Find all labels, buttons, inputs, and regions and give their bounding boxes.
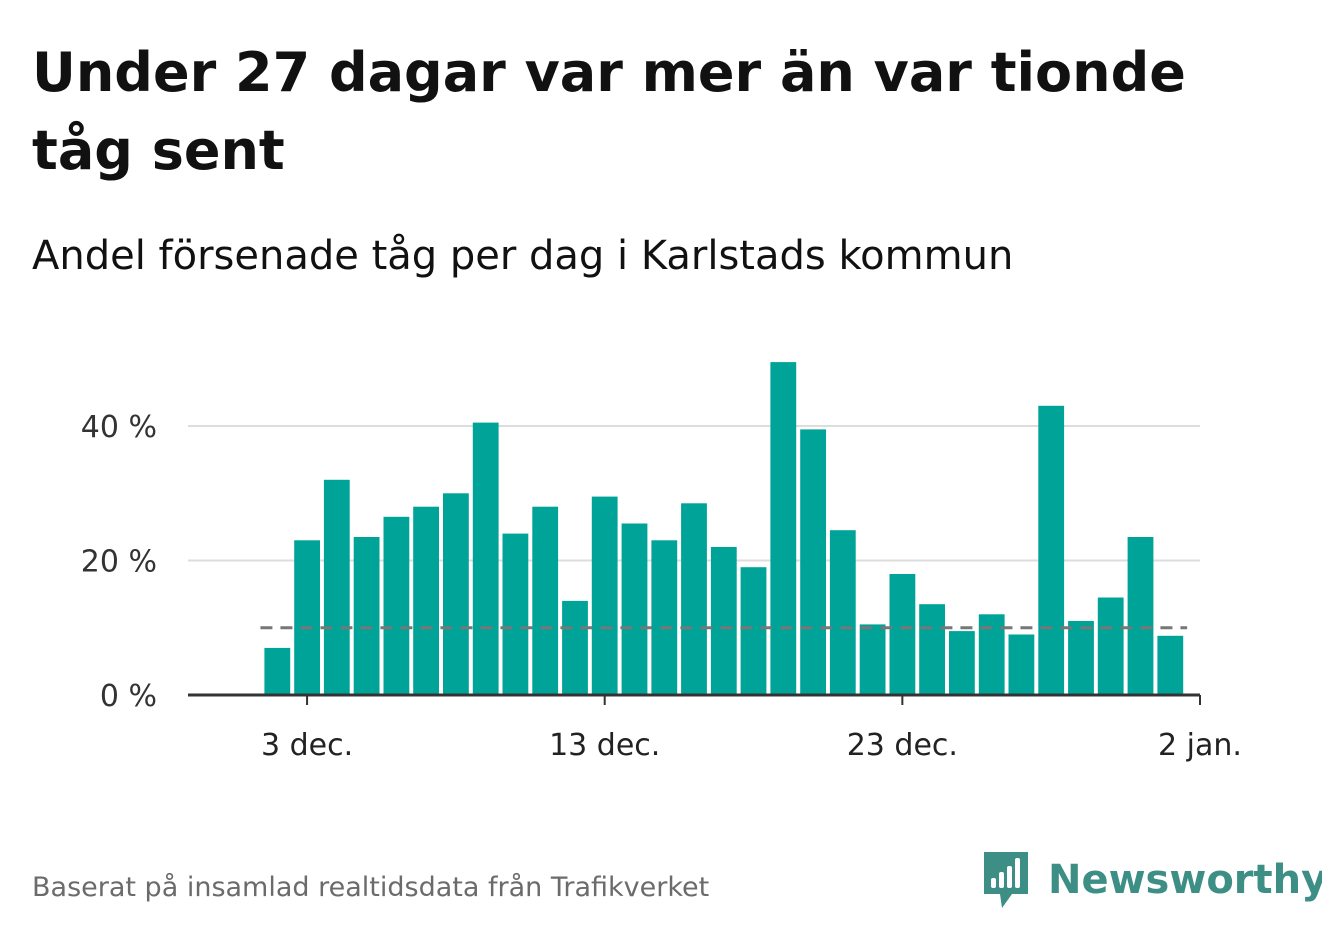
brand-logo: Newsworthy — [980, 850, 1322, 910]
x-tick-label: 13 dec. — [549, 728, 660, 763]
bar-2023-12-12 — [562, 600, 588, 695]
bar-2023-12-23 — [889, 574, 916, 695]
bar-2023-12-22 — [859, 624, 886, 695]
bars — [264, 362, 1184, 696]
bar-2023-12-15 — [651, 540, 678, 695]
x-tick-label: 23 dec. — [847, 728, 958, 763]
bar-2023-12-16 — [681, 503, 707, 695]
bar-2023-12-03 — [294, 540, 320, 695]
bar-chart: 3 dec. 13 dec. 23 dec. 2 jan. 0 % 20 % 40 % — [81, 362, 1242, 763]
y-axis-labels: 0 % 20 % 40 % — [81, 410, 157, 714]
bar-2023-12-28 — [1038, 405, 1065, 695]
bar-2023-12-24 — [919, 604, 945, 695]
bar-2023-12-29 — [1068, 621, 1094, 695]
chart-subtitle: Andel försenade tåg per dag i Karlstads … — [32, 233, 1014, 279]
bar-2023-12-13 — [591, 496, 618, 695]
bar-2023-12-07 — [413, 506, 439, 695]
x-tick-label: 2 jan. — [1158, 728, 1242, 763]
bar-2023-12-06 — [383, 516, 410, 695]
bar-2023-12-27 — [1008, 634, 1035, 695]
bar-2023-12-08 — [443, 493, 469, 696]
bar-2023-12-21 — [829, 530, 856, 695]
y-tick-label: 0 % — [100, 679, 157, 714]
bar-2023-12-18 — [740, 567, 767, 695]
y-tick-label: 20 % — [81, 545, 157, 580]
bar-2023-12-11 — [532, 506, 559, 695]
y-tick-label: 40 % — [81, 410, 157, 445]
bar-2023-12-14 — [621, 523, 648, 695]
bar-2023-12-20 — [800, 429, 826, 695]
chart-title: Under 27 dagar var mer än var tionde tåg… — [32, 41, 1186, 182]
bar-2023-12-09 — [472, 422, 499, 695]
bar-2023-12-04 — [323, 479, 350, 695]
bar-2023-12-30 — [1097, 597, 1124, 695]
x-tick-label: 3 dec. — [261, 728, 353, 763]
x-axis: 3 dec. 13 dec. 23 dec. 2 jan. — [188, 693, 1242, 763]
bar-2023-12-02 — [264, 647, 291, 695]
bar-2024-01-01 — [1157, 635, 1184, 695]
bar-2023-12-31 — [1127, 537, 1154, 695]
bar-2023-12-10 — [502, 533, 529, 695]
bar-2023-12-17 — [710, 547, 737, 695]
bar-2023-12-05 — [353, 537, 380, 695]
brand-name: Newsworthy — [1048, 857, 1322, 903]
newsworthy-bar-chart-logo-icon — [984, 852, 1028, 908]
bar-2023-12-25 — [949, 631, 975, 695]
bar-2023-12-19 — [770, 362, 797, 695]
source-note: Baserat på insamlad realtidsdata från Tr… — [32, 872, 710, 903]
